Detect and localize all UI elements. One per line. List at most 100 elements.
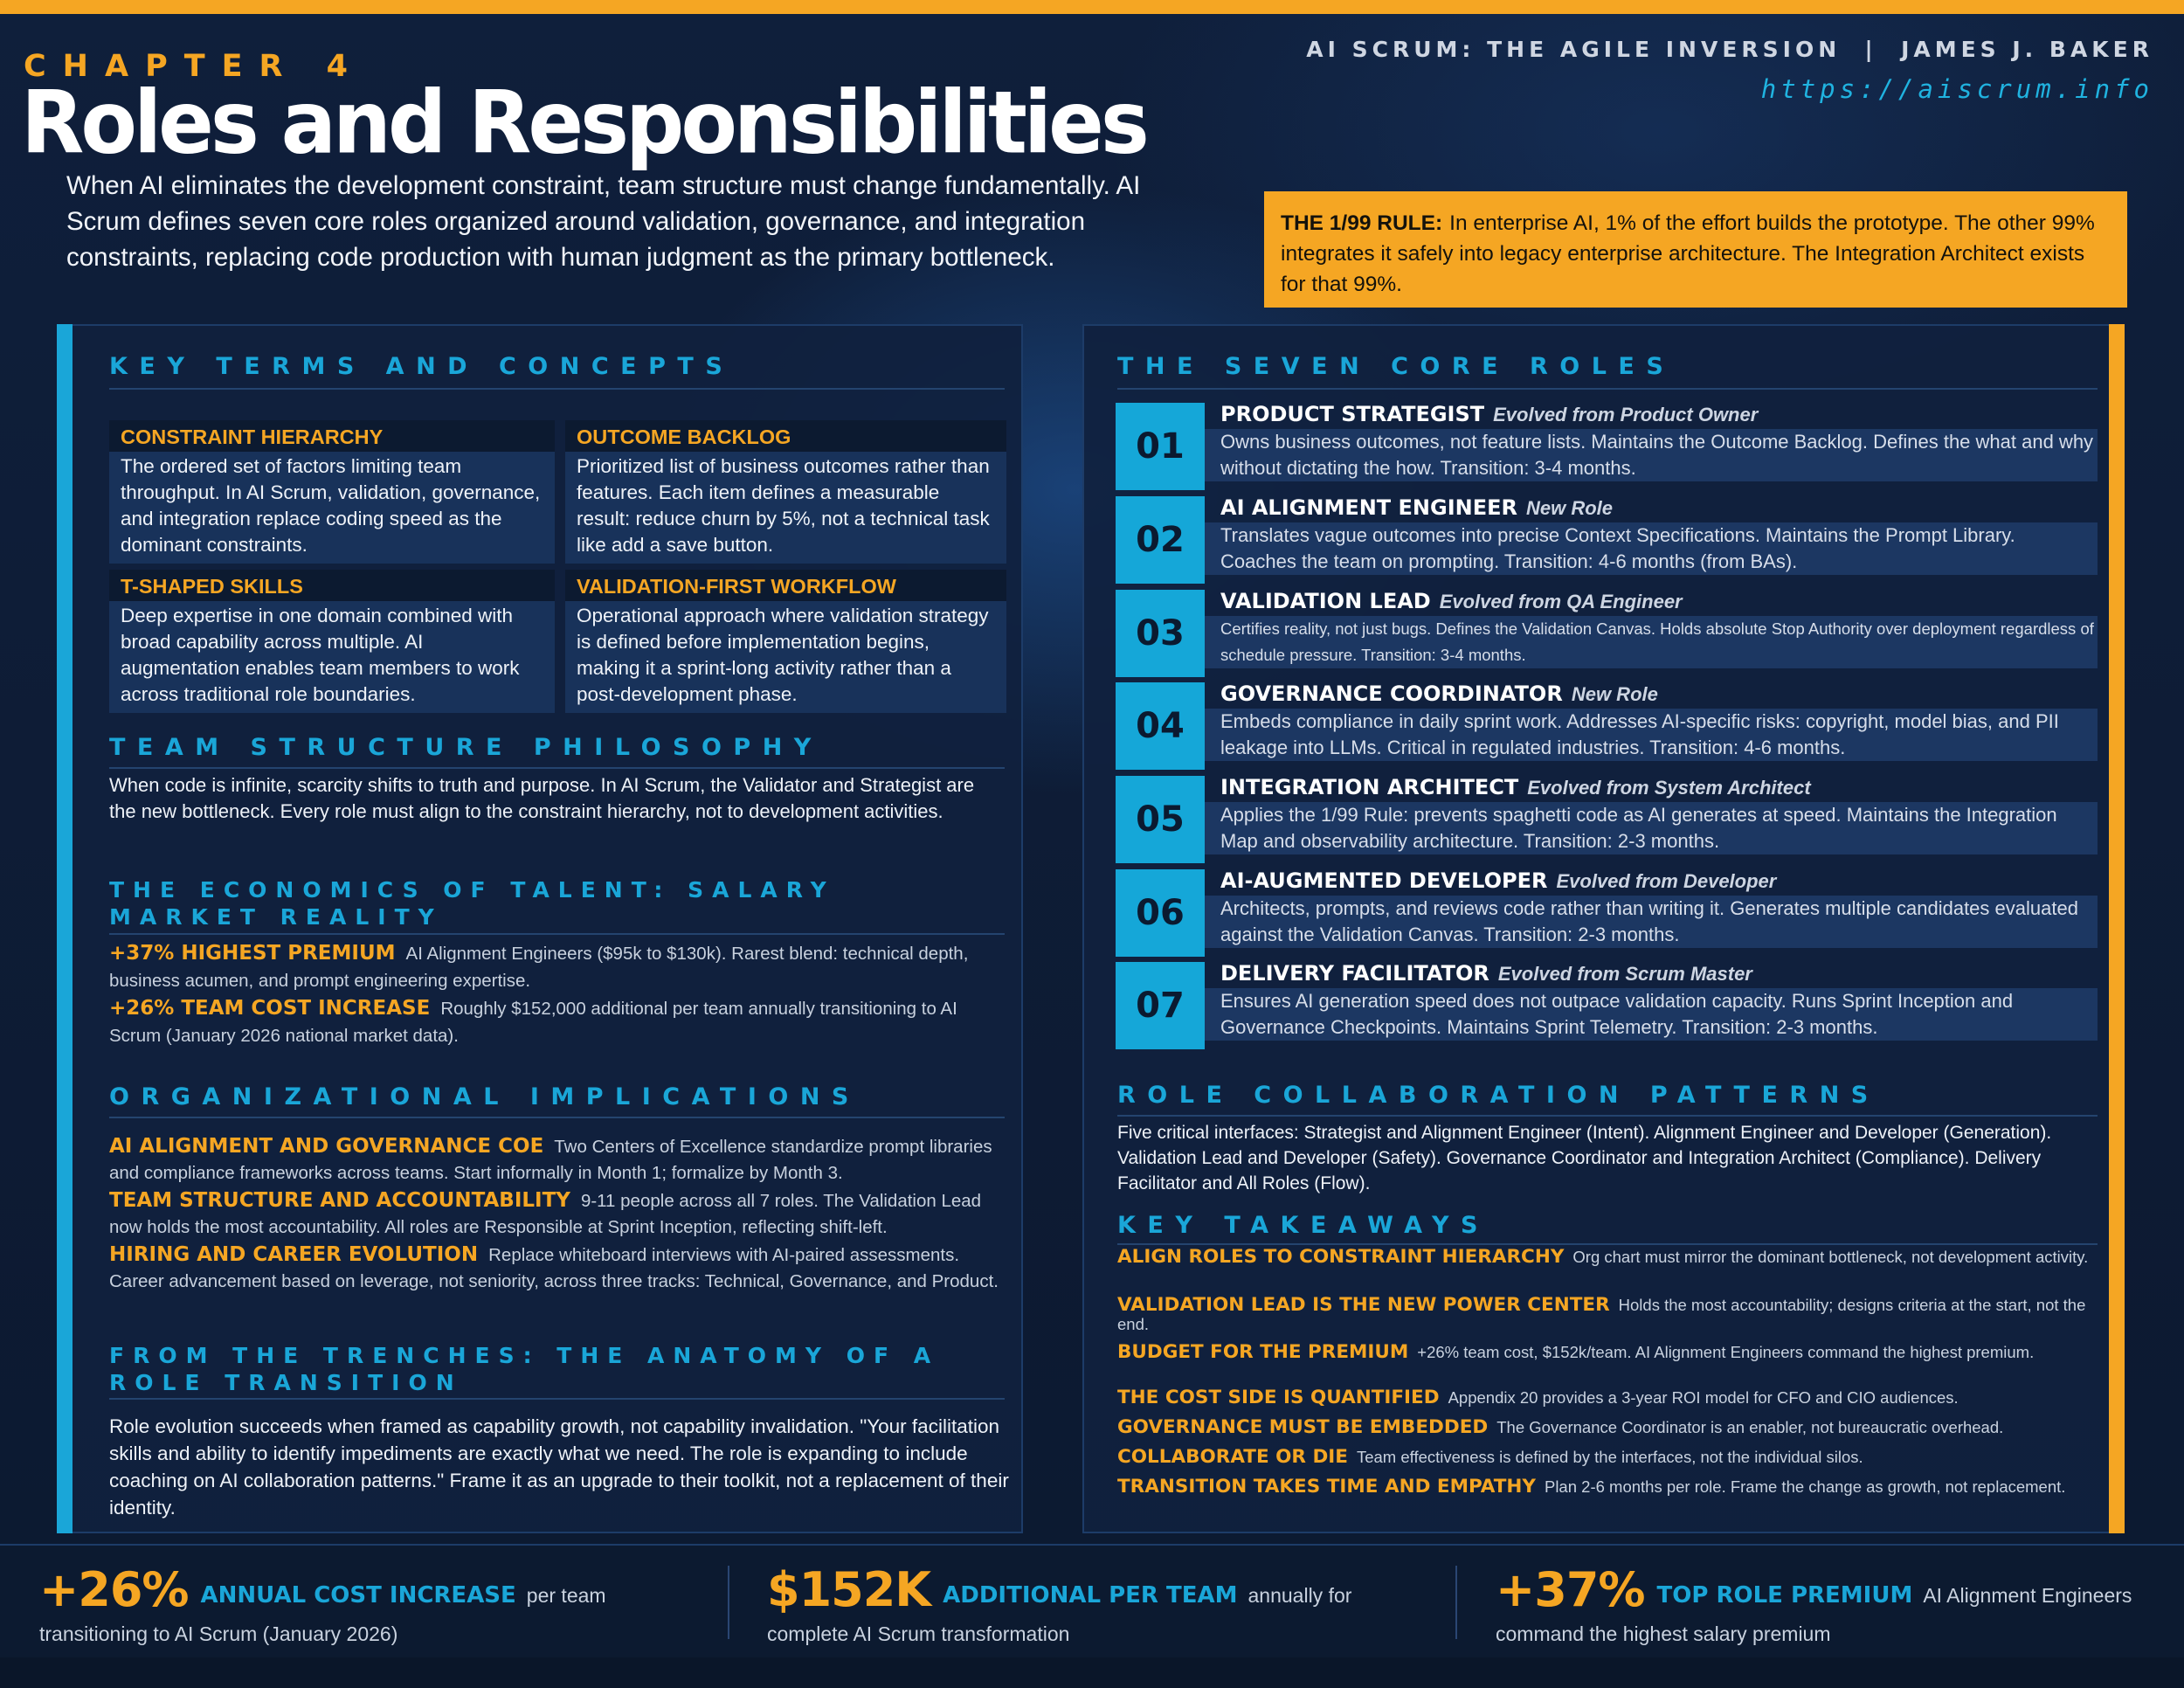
- stat-label: TOP ROLE PREMIUM: [1656, 1582, 1913, 1608]
- role-description: Applies the 1/99 Rule: prevents spaghett…: [1220, 804, 2057, 852]
- takeaway-item: VALIDATION LEAD IS THE NEW POWER CENTER H…: [1117, 1296, 2096, 1334]
- role-desc-bg: [1205, 802, 2098, 854]
- role-origin: Evolved from Product Owner: [1493, 404, 1759, 425]
- takeaway-label: BUDGET FOR THE PREMIUM: [1117, 1341, 1409, 1363]
- stat-text: AI Alignment Engineers: [1923, 1584, 2132, 1607]
- economics-text: AI Alignment Engineers ($95k to $130k). …: [109, 944, 969, 991]
- org-label: TEAM STRUCTURE AND ACCOUNTABILITY: [109, 1189, 570, 1212]
- takeaway-item: GOVERNANCE MUST BE EMBEDDED The Governanc…: [1117, 1418, 2096, 1437]
- footer-strip: [0, 1657, 2184, 1688]
- role-card: 07 DELIVERY FACILITATOR Evolved from Scru…: [1116, 961, 2098, 1049]
- book-title-author: AI SCRUM: THE AGILE INVERSION | JAMES J.…: [1306, 37, 2153, 62]
- stat-text: annually for: [1248, 1584, 1352, 1607]
- stats-bar: [0, 1544, 2184, 1659]
- takeaway-item: TRANSITION TAKES TIME AND EMPATHY Plan 2-…: [1117, 1477, 2096, 1497]
- role-description: Ensures AI generation speed does not out…: [1220, 990, 2014, 1038]
- role-desc-bg: [1205, 616, 2098, 668]
- role-number: 05: [1116, 776, 1205, 863]
- role-card: 04 GOVERNANCE COORDINATOR New Role Embeds…: [1116, 681, 2098, 770]
- website-link[interactable]: https://aiscrum.info: [1760, 74, 2153, 104]
- term-body: Deep expertise in one domain combined wi…: [109, 601, 555, 713]
- philosophy-heading: TEAM STRUCTURE PHILOSOPHY: [109, 734, 823, 761]
- top-accent-bar: [0, 0, 2184, 14]
- role-name: PRODUCT STRATEGIST: [1220, 402, 1485, 426]
- role-name: INTEGRATION ARCHITECT: [1220, 775, 1519, 799]
- stat-block: +37% TOP ROLE PREMIUM AI Alignment Enginee…: [1496, 1562, 2160, 1646]
- role-desc-bg: [1205, 896, 2098, 948]
- org-item: AI ALIGNMENT AND GOVERNANCE COE Two Cente…: [109, 1133, 1005, 1186]
- role-desc-bg: [1205, 709, 2098, 761]
- key-terms-heading: KEY TERMS AND CONCEPTS: [109, 353, 735, 380]
- economics-text: Roughly $152,000 additional per team ann…: [109, 999, 957, 1046]
- term-card: OUTCOME BACKLOG Prioritized list of busi…: [565, 420, 1006, 564]
- economics-label: +37% HIGHEST PREMIUM: [109, 942, 396, 965]
- trenches-heading: FROM THE TRENCHES: THE ANATOMY OF A ROLE…: [109, 1343, 940, 1395]
- role-title: INTEGRATION ARCHITECT Evolved from System…: [1220, 775, 1811, 799]
- page-title: Roles and Responsibilities: [21, 73, 1150, 174]
- stat-subtext: transitioning to AI Scrum (January 2026): [39, 1622, 398, 1645]
- role-description: Owns business outcomes, not feature list…: [1220, 431, 2094, 479]
- collab-text: Five critical interfaces: Strategist and…: [1117, 1123, 2052, 1193]
- role-origin: Evolved from Developer: [1556, 870, 1777, 892]
- role-desc-bg: [1205, 429, 2098, 481]
- role-name: GOVERNANCE COORDINATOR: [1220, 681, 1563, 706]
- role-number: 01: [1116, 403, 1205, 490]
- economics-label: +26% TEAM COST INCREASE: [109, 997, 431, 1020]
- divider: [109, 767, 1005, 769]
- takeaway-text: +26% team cost, $152k/team. AI Alignment…: [1417, 1343, 2035, 1361]
- divider: [109, 1117, 1005, 1118]
- role-card: 06 AI-AUGMENTED DEVELOPER Evolved from De…: [1116, 868, 2098, 957]
- rule-callout: THE 1/99 RULE: In enterprise AI, 1% of th…: [1264, 191, 2127, 308]
- takeaway-text: The Governance Coordinator is an enabler…: [1496, 1418, 2004, 1436]
- org-label: HIRING AND CAREER EVOLUTION: [109, 1243, 479, 1266]
- role-number: 07: [1116, 962, 1205, 1049]
- role-card: 03 VALIDATION LEAD Evolved from QA Engine…: [1116, 589, 2098, 677]
- role-title: VALIDATION LEAD Evolved from QA Engineer: [1220, 589, 1683, 613]
- stat-divider: [1455, 1566, 1457, 1639]
- takeaway-item: COLLABORATE OR DIE Team effectiveness is …: [1117, 1448, 2096, 1467]
- divider: [109, 1398, 1005, 1400]
- rule-text: In enterprise AI, 1% of the effort build…: [1281, 211, 2095, 296]
- role-desc-bg: [1205, 522, 2098, 575]
- stat-line: +37% TOP ROLE PREMIUM AI Alignment Enginee…: [1496, 1562, 2160, 1617]
- stat-line: $152K ADDITIONAL PER TEAM annually for: [767, 1562, 1431, 1617]
- takeaway-item: BUDGET FOR THE PREMIUM +26% team cost, $1…: [1117, 1343, 2096, 1362]
- term-card: VALIDATION-FIRST WORKFLOW Operational ap…: [565, 570, 1006, 713]
- role-card: 05 INTEGRATION ARCHITECT Evolved from Sys…: [1116, 775, 2098, 863]
- divider: [1117, 1243, 2098, 1245]
- takeaway-text: Appendix 20 provides a 3-year ROI model …: [1448, 1388, 1959, 1407]
- role-number: 04: [1116, 682, 1205, 770]
- role-number: 02: [1116, 496, 1205, 584]
- economics-item: +26% TEAM COST INCREASE Roughly $152,000 …: [109, 995, 1005, 1049]
- stat-subtext: command the highest salary premium: [1496, 1622, 1831, 1645]
- role-title: AI-AUGMENTED DEVELOPER Evolved from Devel…: [1220, 868, 1776, 893]
- economics-item: +37% HIGHEST PREMIUM AI Alignment Enginee…: [109, 940, 1005, 994]
- role-description: Certifies reality, not just bugs. Define…: [1220, 619, 2094, 664]
- takeaway-text: Org chart must mirror the dominant bottl…: [1572, 1248, 2089, 1266]
- takeaway-item: THE COST SIDE IS QUANTIFIED Appendix 20 p…: [1117, 1388, 2096, 1408]
- org-text: Replace whiteboard interviews with AI-pa…: [109, 1245, 999, 1291]
- stat-value: +37%: [1496, 1562, 1645, 1617]
- philosophy-text: When code is infinite, scarcity shifts t…: [109, 774, 975, 822]
- stat-subtext: complete AI Scrum transformation: [767, 1622, 1070, 1645]
- stat-label: ANNUAL COST INCREASE: [200, 1582, 516, 1608]
- term-title: T-SHAPED SKILLS: [109, 570, 555, 601]
- rule-label: THE 1/99 RULE:: [1281, 211, 1443, 235]
- roles-heading: THE SEVEN CORE ROLES: [1117, 353, 1676, 380]
- role-origin: New Role: [1526, 497, 1614, 519]
- role-title: AI ALIGNMENT ENGINEER New Role: [1220, 495, 1613, 520]
- takeaway-label: VALIDATION LEAD IS THE NEW POWER CENTER: [1117, 1294, 1610, 1316]
- role-description: Translates vague outcomes into precise C…: [1220, 524, 2015, 572]
- takeaway-label: TRANSITION TAKES TIME AND EMPATHY: [1117, 1476, 1536, 1498]
- role-name: VALIDATION LEAD: [1220, 589, 1431, 613]
- collab-heading: ROLE COLLABORATION PATTERNS: [1117, 1082, 1880, 1109]
- role-origin: New Role: [1571, 683, 1658, 705]
- term-body: Operational approach where validation st…: [565, 601, 1006, 713]
- role-card: 01 PRODUCT STRATEGIST Evolved from Produc…: [1116, 402, 2098, 490]
- term-title: CONSTRAINT HIERARCHY: [109, 420, 555, 452]
- org-text: 9-11 people across all 7 roles. The Vali…: [109, 1191, 982, 1237]
- divider: [1117, 1115, 2098, 1117]
- chapter-label: CHAPTER 4: [24, 49, 364, 84]
- role-title: GOVERNANCE COORDINATOR New Role: [1220, 681, 1658, 706]
- role-desc-bg: [1205, 988, 2098, 1041]
